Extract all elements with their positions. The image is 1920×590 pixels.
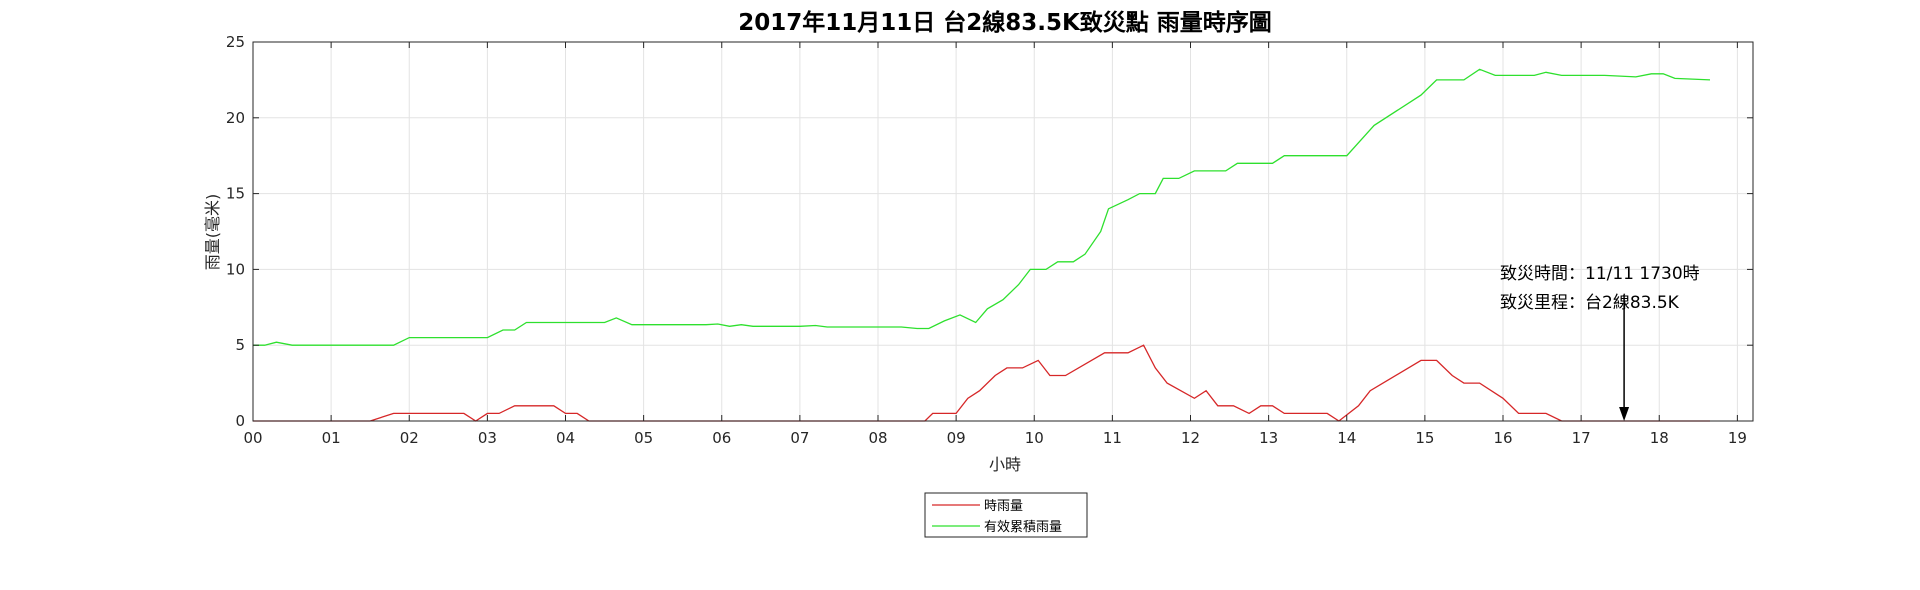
x-tick-label: 07	[790, 429, 809, 447]
annotation-arrow-head	[1619, 407, 1630, 421]
series-lines	[253, 68, 1711, 422]
x-axis-label: 小時	[989, 455, 1021, 474]
x-tick-label: 11	[1103, 429, 1122, 447]
annotation-text-time: 致災時間：11/11 1730時	[1500, 264, 1700, 284]
x-tick-label: 14	[1337, 429, 1356, 447]
y-tick-label: 15	[226, 185, 245, 203]
x-tick-label: 08	[868, 429, 887, 447]
legend: 時雨量 有效累積雨量	[924, 492, 1088, 538]
x-tick-label: 09	[947, 429, 966, 447]
legend-label-cumulative: 有效累積雨量	[984, 520, 1062, 535]
x-tick-label: 01	[322, 429, 341, 447]
legend-box	[924, 492, 1088, 538]
x-tick-label: 06	[712, 429, 731, 447]
x-tick-label: 19	[1728, 429, 1747, 447]
y-tick-label: 0	[235, 412, 245, 430]
series-line-hourly	[253, 344, 1710, 422]
chart-title: 2017年11月11日 台2線83.5K致災點 雨量時序圖	[738, 9, 1272, 36]
x-tick-label: 13	[1259, 429, 1278, 447]
x-tick-label: 04	[556, 429, 575, 447]
y-tick-label: 25	[226, 33, 245, 51]
legend-label-hourly: 時雨量	[984, 499, 1023, 514]
y-tick-label: 5	[235, 336, 245, 354]
plot-area-border	[252, 41, 1754, 422]
x-tick-label: 18	[1650, 429, 1669, 447]
x-tick-label: 10	[1025, 429, 1044, 447]
annotation-text-location: 致災里程：台2線83.5K	[1500, 293, 1680, 313]
x-tick-label: 02	[400, 429, 419, 447]
disaster-annotation: 致災時間：11/11 1730時 致災里程：台2線83.5K	[1500, 264, 1700, 421]
x-tick-label: 03	[478, 429, 497, 447]
x-tick-label: 17	[1572, 429, 1591, 447]
x-tick-label: 15	[1415, 429, 1434, 447]
x-tick-label: 12	[1181, 429, 1200, 447]
axis-ticks: 00 01 02 03 04 05 06 07 08 09 10 11 12 13 14 15 16 17 18 19…	[226, 33, 1753, 447]
y-tick-label: 10	[226, 260, 245, 278]
y-tick-label: 20	[226, 109, 245, 127]
x-tick-label: 05	[634, 429, 653, 447]
x-tick-label: 16	[1493, 429, 1512, 447]
y-axis-label: 雨量(毫米)	[203, 194, 222, 271]
series-line-cumulative	[253, 68, 1711, 346]
x-tick-label: 00	[243, 429, 262, 447]
